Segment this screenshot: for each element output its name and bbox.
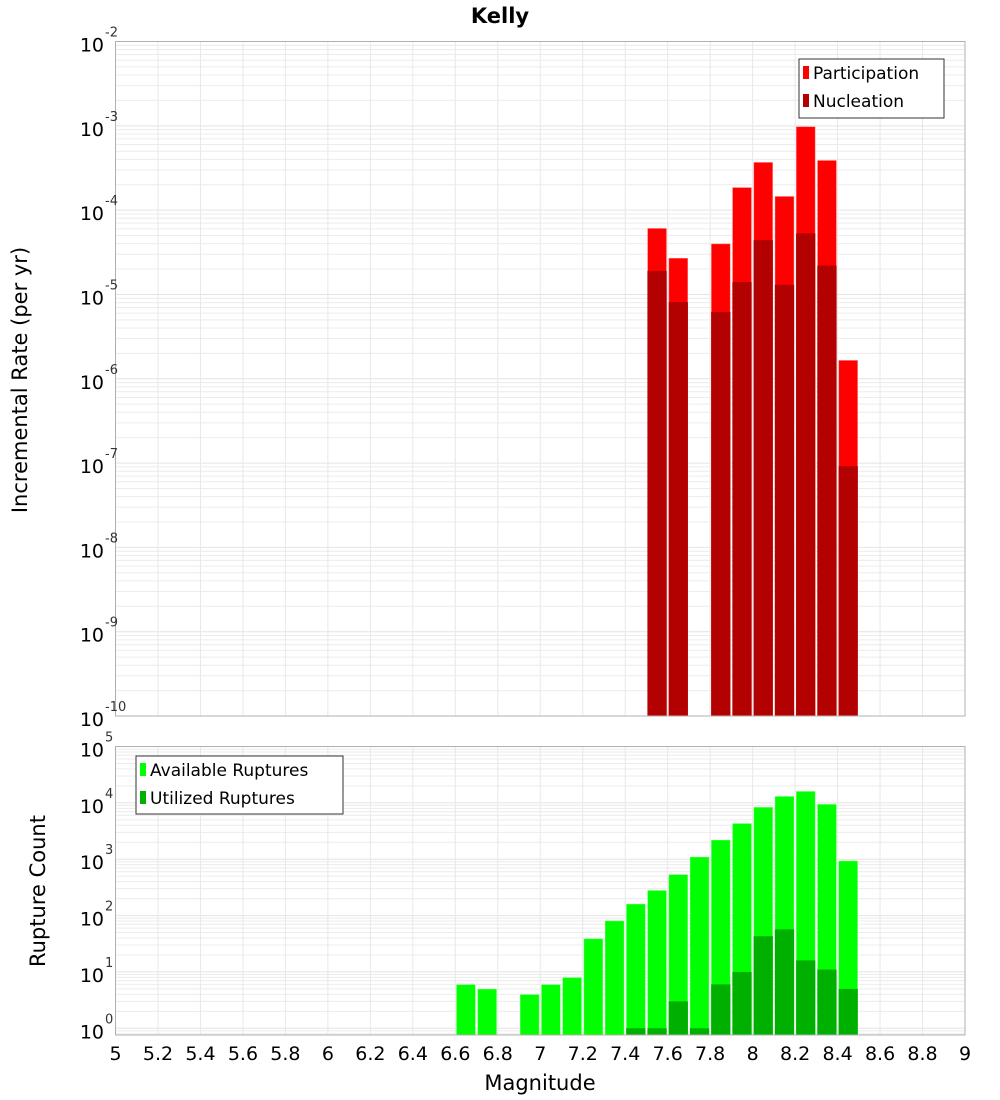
legend <box>135 755 344 815</box>
y-tick-label: 10 <box>80 203 104 225</box>
x-tick-label: 7.6 <box>653 1043 683 1065</box>
y-tick-exponent: -8 <box>105 531 118 546</box>
bar-nucleation <box>817 265 837 716</box>
y-tick-exponent: 1 <box>105 956 113 971</box>
y-tick-exponent: 2 <box>105 900 113 915</box>
bar-utilized-ruptures <box>668 1001 688 1035</box>
bar-nucleation <box>732 282 752 716</box>
legend-swatch <box>803 94 809 107</box>
bar-available-ruptures <box>689 856 710 1036</box>
bar-utilized-ruptures <box>838 988 858 1035</box>
y-tick-label: 10 <box>80 909 104 931</box>
bar-available-ruptures <box>519 993 540 1036</box>
chart-title: Kelly <box>471 4 530 28</box>
y-tick-label: 10 <box>80 456 104 478</box>
bar-utilized-ruptures <box>774 929 795 1035</box>
legend-label: Participation <box>813 64 919 84</box>
legend-swatch <box>803 66 809 79</box>
legend-label: Available Ruptures <box>150 761 308 781</box>
bar-available-ruptures <box>583 938 604 1036</box>
bar-utilized-ruptures <box>711 984 731 1035</box>
y-tick-label: 10 <box>80 740 104 762</box>
bar-utilized-ruptures <box>753 936 773 1035</box>
bar-available-ruptures <box>455 983 477 1036</box>
bottom-y-axis-label: Rupture Count <box>26 815 50 967</box>
y-tick-label: 10 <box>80 1021 104 1043</box>
x-tick-label: 7.4 <box>610 1043 640 1065</box>
y-tick-exponent: -5 <box>105 278 118 293</box>
x-tick-label: 5.4 <box>185 1043 215 1065</box>
y-tick-label: 10 <box>80 35 104 57</box>
x-tick-label: 5.2 <box>143 1043 173 1065</box>
y-tick-exponent: -2 <box>105 26 118 41</box>
x-tick-label: 8.4 <box>822 1043 852 1065</box>
y-tick-label: 10 <box>80 709 104 731</box>
y-tick-exponent: -9 <box>105 616 118 631</box>
y-tick-exponent: -7 <box>105 447 118 462</box>
bar-utilized-ruptures <box>732 971 752 1035</box>
top-y-axis-label: Incremental Rate (per yr) <box>8 247 32 513</box>
x-tick-label: 8.8 <box>907 1043 937 1065</box>
legend-label: Utilized Ruptures <box>150 789 295 809</box>
bar-available-ruptures <box>646 889 668 1036</box>
y-tick-label: 10 <box>80 625 104 647</box>
x-tick-label: 6.4 <box>398 1043 428 1065</box>
bar-available-ruptures <box>625 903 646 1036</box>
bar-nucleation <box>711 311 731 716</box>
x-tick-label: 5 <box>109 1043 121 1065</box>
bar-nucleation <box>753 240 773 716</box>
y-tick-exponent: 5 <box>105 731 113 746</box>
bar-nucleation <box>796 233 816 716</box>
bar-nucleation <box>774 284 795 716</box>
bar-nucleation <box>668 302 688 716</box>
x-tick-label: 7.2 <box>568 1043 598 1065</box>
bar-available-ruptures <box>477 988 498 1036</box>
bar-utilized-ruptures <box>647 1028 667 1035</box>
x-tick-label: 6.2 <box>355 1043 385 1065</box>
x-tick-label: 6.6 <box>440 1043 470 1065</box>
x-tick-label: 8.2 <box>780 1043 810 1065</box>
plot-border <box>115 41 966 717</box>
x-tick-label: 8 <box>747 1043 759 1065</box>
legend-swatch <box>140 763 146 776</box>
bar-available-ruptures <box>561 976 583 1036</box>
legend-swatch <box>140 791 146 804</box>
x-axis-label: Magnitude <box>484 1071 595 1095</box>
bar-nucleation <box>647 270 667 716</box>
y-tick-exponent: -3 <box>105 110 118 125</box>
legend-label: Nucleation <box>813 92 904 112</box>
y-tick-label: 10 <box>80 796 104 818</box>
y-tick-label: 10 <box>80 852 104 874</box>
bar-utilized-ruptures <box>796 960 816 1035</box>
bar-utilized-ruptures <box>817 969 837 1035</box>
plot-border <box>115 746 966 1036</box>
y-tick-exponent: -4 <box>105 194 118 209</box>
x-tick-label: 5.8 <box>270 1043 300 1065</box>
y-tick-label: 10 <box>80 372 104 394</box>
x-tick-label: 9 <box>959 1043 971 1065</box>
bar-utilized-ruptures <box>689 1028 710 1035</box>
legend <box>798 58 945 119</box>
x-tick-label: 5.6 <box>228 1043 258 1065</box>
bar-utilized-ruptures <box>626 1028 646 1035</box>
x-tick-label: 6.8 <box>483 1043 513 1065</box>
y-tick-exponent: 0 <box>105 1012 113 1027</box>
x-tick-label: 8.6 <box>865 1043 895 1065</box>
bar-available-ruptures <box>604 920 625 1036</box>
y-tick-label: 10 <box>80 119 104 141</box>
x-tick-label: 7 <box>534 1043 546 1065</box>
x-tick-label: 7.8 <box>695 1043 725 1065</box>
y-tick-label: 10 <box>80 965 104 987</box>
y-tick-exponent: 3 <box>105 843 113 858</box>
x-tick-label: 6 <box>322 1043 334 1065</box>
y-tick-exponent: -10 <box>105 700 126 715</box>
y-tick-exponent: 4 <box>105 787 113 802</box>
y-tick-label: 10 <box>80 287 104 309</box>
bar-nucleation <box>838 466 858 716</box>
bar-available-ruptures <box>540 983 561 1036</box>
y-tick-label: 10 <box>80 540 104 562</box>
y-tick-exponent: -6 <box>105 363 118 378</box>
